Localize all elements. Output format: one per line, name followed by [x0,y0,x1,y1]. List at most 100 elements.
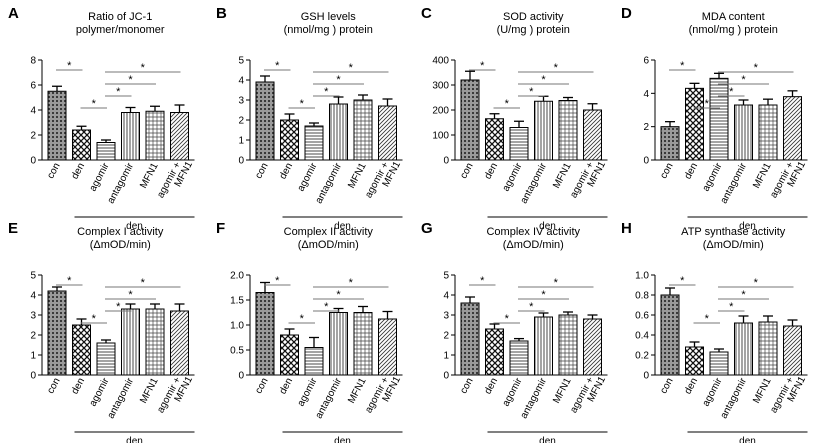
significance-star: * [349,62,354,74]
y-tick-label: 1 [238,136,244,147]
group-label: den [739,221,756,232]
y-tick-label: 1 [443,351,449,362]
x-tick-label: MFN1 [751,161,774,191]
bar-con [255,81,275,161]
group-label: den [739,436,756,443]
y-tick-label: 4 [643,89,649,100]
y-tick-label: 1.5 [230,296,244,307]
bar-mfn1 [145,110,165,161]
panel-letter: B [216,5,227,22]
significance-star: * [324,86,329,98]
bar-agomir-mfn1 [583,109,602,161]
bar-agomir-mfn1 [783,325,802,376]
x-tick-label: con [253,161,270,180]
significance-star: * [67,275,72,287]
significance-star: * [336,74,341,86]
significance-star: * [92,313,97,325]
panel-letter: H [621,220,632,237]
chart-title: GSH levels [301,11,357,23]
bar-agomir [509,340,529,376]
significance-star: * [754,277,759,289]
bar-antagomir [121,308,140,376]
x-tick-label: agomir [701,376,725,409]
bar-antagomir [734,322,753,376]
y-tick-label: 0 [643,156,649,167]
significance-star: * [705,98,710,110]
y-tick-label: 6 [30,81,36,92]
chart-title: Complex II activity [284,226,374,238]
bar-antagomir [734,104,753,161]
significance-star: * [116,86,121,98]
significance-star: * [336,289,341,301]
y-tick-label: 2 [443,331,449,342]
x-tick-label: con [253,376,270,395]
bar-mfn1 [758,321,778,376]
x-tick-label: agomir [501,161,525,194]
panel-letter: C [421,5,432,22]
significance-star: * [541,74,546,86]
bar-con [660,294,680,376]
panel-letter: E [8,220,18,237]
bar-agomir [709,351,729,376]
y-tick-label: 300 [432,81,449,92]
x-tick-label: agomir [501,376,525,409]
significance-star: * [754,62,759,74]
bar-agomir [96,142,116,161]
x-tick-label: con [45,161,62,180]
x-tick-label: con [658,376,675,395]
x-tick-label: agomir +MFN1 [768,155,808,205]
significance-star: * [300,313,305,325]
bar-agomir-mfn1 [170,310,189,376]
bar-mfn1 [353,99,373,161]
x-tick-label: MFN1 [551,161,574,191]
panel-letter: A [8,5,19,22]
y-tick-label: 0 [443,371,449,382]
bar-mfn1 [558,100,578,161]
bar-agomir-mfn1 [783,96,802,161]
x-tick-label: den [683,376,701,396]
y-tick-label: 0.5 [230,346,244,357]
chart-title: Complex I activity [77,226,164,238]
x-tick-label: agomir [296,376,320,409]
bar-mfn1 [145,308,165,376]
y-tick-label: 0 [643,371,649,382]
x-tick-label: agomir [88,161,112,194]
y-tick-label: 8 [30,56,36,67]
panel-letter: D [621,5,632,22]
bar-den [485,328,504,376]
y-tick-label: 200 [432,106,449,117]
group-label: den [334,221,351,232]
bar-mfn1 [758,104,778,161]
y-tick-label: 0.4 [635,331,649,342]
significance-star: * [505,98,510,110]
y-tick-label: 4 [30,291,36,302]
significance-star: * [741,74,746,86]
bar-den [685,87,704,161]
bar-antagomir [121,112,140,161]
y-tick-label: 5 [238,56,244,67]
significance-star: * [705,313,710,325]
chart-title: (nmol/mg ) protein [284,24,373,36]
bar-den [72,324,91,376]
bar-den [72,129,91,161]
bar-den [280,334,299,376]
bar-con [47,290,67,376]
y-tick-label: 2 [30,331,36,342]
y-tick-label: 4 [443,291,449,302]
x-tick-label: MFN1 [551,376,574,406]
y-tick-label: 2 [643,122,649,133]
significance-star: * [128,289,133,301]
y-tick-label: 5 [30,271,36,282]
chart-title: Ratio of JC-1 [88,11,152,23]
y-tick-label: 0.2 [635,351,649,362]
bar-antagomir [534,316,553,376]
x-tick-label: con [45,376,62,395]
chart-title: polymer/monomer [76,24,165,36]
y-tick-label: 3 [30,311,36,322]
chart-title: (ΔmOD/min) [90,239,151,251]
significance-star: * [349,277,354,289]
bar-den [280,119,299,161]
